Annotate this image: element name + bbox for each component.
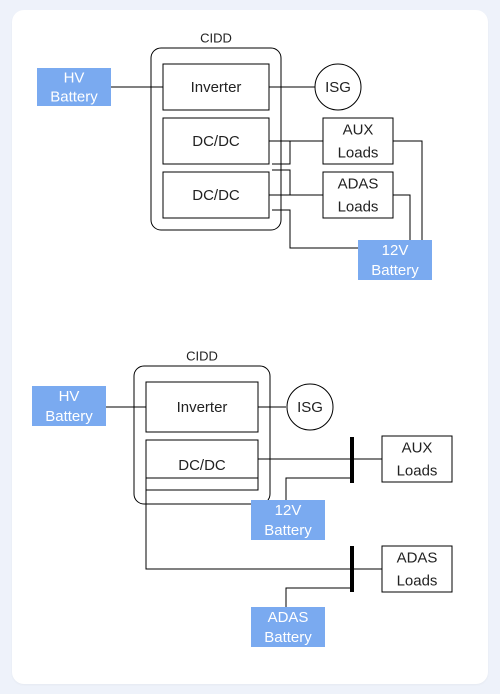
diagram-2-edges bbox=[106, 407, 382, 607]
diagram-1-dcdc1: DC/DC bbox=[163, 118, 269, 164]
svg-text:Battery: Battery bbox=[45, 408, 93, 425]
svg-text:Loads: Loads bbox=[397, 572, 438, 589]
diagram-2: CIDDInverterDC/DCISGHVBatteryAUXLoadsADA… bbox=[32, 348, 452, 647]
svg-text:Inverter: Inverter bbox=[177, 399, 228, 416]
svg-text:ISG: ISG bbox=[325, 79, 351, 96]
diagram-1-12v-battery: 12V Battery bbox=[358, 240, 432, 280]
svg-text:Inverter: Inverter bbox=[191, 79, 242, 96]
diagram-2-12v-battery: 12V Battery bbox=[251, 500, 325, 540]
block-diagrams: CIDD Inverter DC/DC DC/DC ISG HV Battery AUX Loa… bbox=[12, 10, 488, 684]
diagram-1-isg: ISG bbox=[315, 64, 361, 110]
diagram-1-hv-battery: HV Battery bbox=[37, 68, 111, 106]
svg-text:Loads: Loads bbox=[338, 144, 379, 161]
svg-text:CIDD: CIDD bbox=[186, 348, 218, 363]
svg-text:12V: 12V bbox=[275, 502, 302, 519]
svg-text:AUX: AUX bbox=[402, 439, 433, 456]
svg-text:ADAS: ADAS bbox=[338, 175, 379, 192]
diagram-2-isg: ISG bbox=[287, 384, 333, 430]
diagram-1-dcdc2: DC/DC bbox=[163, 172, 269, 218]
svg-text:DC/DC: DC/DC bbox=[178, 457, 226, 474]
svg-text:HV: HV bbox=[59, 388, 80, 405]
svg-text:AUX: AUX bbox=[343, 121, 374, 138]
svg-text:DC/DC: DC/DC bbox=[192, 187, 240, 204]
diagram-1-adas-loads: ADAS Loads bbox=[323, 172, 393, 218]
diagram-2-cidd: CIDD bbox=[134, 348, 270, 504]
svg-text:ISG: ISG bbox=[297, 399, 323, 416]
svg-text:Loads: Loads bbox=[397, 462, 438, 479]
svg-text:HV: HV bbox=[64, 69, 85, 86]
svg-text:Battery: Battery bbox=[264, 629, 312, 646]
diagram-1-aux-loads: AUX Loads bbox=[323, 118, 393, 164]
svg-text:Battery: Battery bbox=[371, 262, 419, 279]
svg-text:CIDD: CIDD bbox=[200, 30, 232, 45]
svg-text:ADAS: ADAS bbox=[268, 609, 309, 626]
diagram-1: CIDD Inverter DC/DC DC/DC ISG HV Battery AUX Loa… bbox=[37, 30, 432, 280]
diagram-2-inverter: Inverter bbox=[146, 382, 258, 432]
diagram-2-aux-loads: AUX Loads bbox=[382, 436, 452, 482]
diagram-2-adas-loads: ADAS Loads bbox=[382, 546, 452, 592]
diagram-2-dcdc: DC/DC bbox=[146, 440, 258, 490]
svg-text:DC/DC: DC/DC bbox=[192, 133, 240, 150]
svg-text:Battery: Battery bbox=[50, 88, 98, 105]
svg-text:12V: 12V bbox=[382, 242, 409, 259]
diagram-1-inverter: Inverter bbox=[163, 64, 269, 110]
diagram-2-hv-battery: HV Battery bbox=[32, 386, 106, 426]
diagram-2-adas-battery: ADAS Battery bbox=[251, 607, 325, 647]
svg-text:Battery: Battery bbox=[264, 522, 312, 539]
svg-text:Loads: Loads bbox=[338, 198, 379, 215]
svg-text:ADAS: ADAS bbox=[397, 549, 438, 566]
